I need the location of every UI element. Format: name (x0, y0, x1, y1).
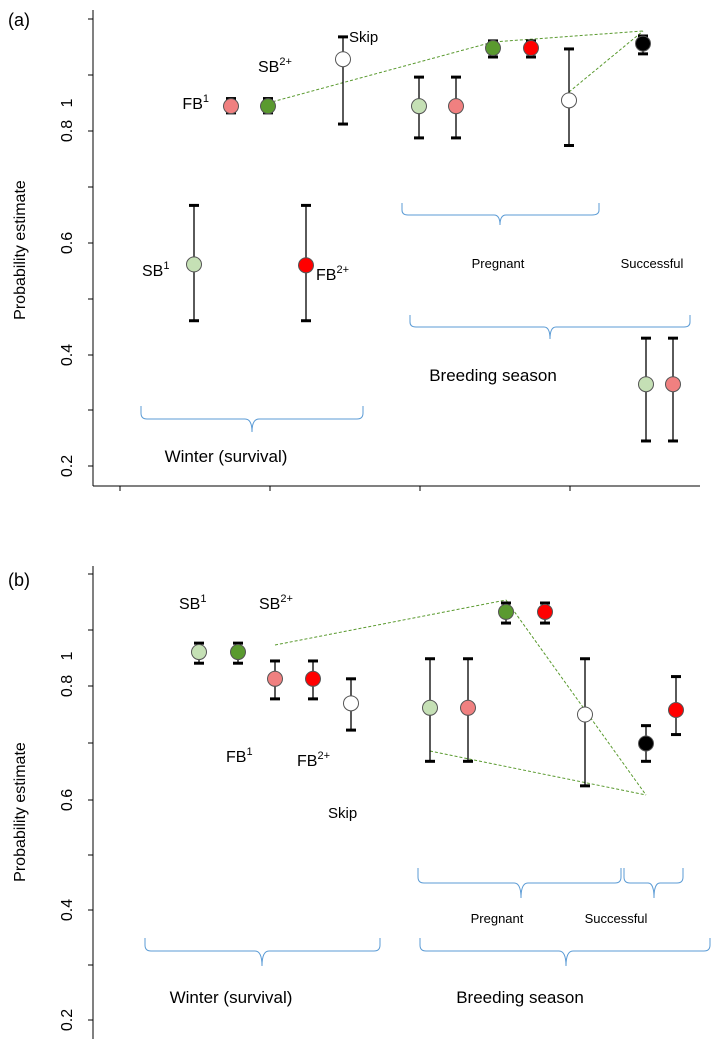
panel-a-point-marker (335, 51, 351, 68)
panel-b-label: (b) (8, 570, 30, 590)
panel-b-data-point (343, 677, 359, 732)
panel-b-connector (274, 599, 647, 796)
panel-b-marks (191, 601, 684, 788)
panel-a-label-fb2: FB2+ (316, 264, 349, 284)
panel-b-y-tick-label: 1 (59, 651, 76, 660)
panel-a-point-marker (485, 40, 501, 57)
panel-a-annotation-successful: Successful (621, 256, 684, 271)
panel-a: (a) 0.2 0.4 0.6 0.8 1 Probability estima… (8, 10, 700, 491)
panel-a-data-point (223, 97, 239, 115)
panel-b-point-marker (230, 644, 246, 661)
panel-a-y-axis-label: Probability estimate (12, 180, 29, 320)
panel-a-point-marker (448, 98, 464, 115)
panel-b-data-point (498, 601, 514, 625)
panel-b-label-fb1: FB1 (226, 746, 253, 766)
panel-a-label-skip: Skip (349, 29, 378, 46)
panel-b-data-point (191, 641, 207, 665)
panel-b-label-sb1: SB1 (179, 593, 206, 613)
panel-b-point-marker (498, 603, 514, 620)
panel-b-label-fb2: FB2+ (297, 750, 330, 770)
panel-a-y-tick-label: 0.2 (59, 455, 76, 477)
panel-b-y-axis-label: Probability estimate (12, 742, 29, 882)
panel-b-brace-breeding (419, 938, 711, 967)
panel-a-data-point (485, 39, 501, 59)
panel-a-label: (a) (8, 10, 30, 30)
panel-a-point-marker (411, 98, 427, 115)
panel-a-data-point (523, 39, 539, 59)
panel-a-brace-pregnant (401, 203, 600, 226)
panel-a-y-tick-label: 0.6 (59, 232, 76, 254)
panel-b-data-point (267, 659, 283, 701)
panel-a-data-point (260, 97, 276, 115)
panel-b-data-point (668, 675, 684, 737)
panel-b-point-marker (267, 670, 283, 687)
panel-a-data-point (665, 336, 681, 443)
panel-a-label-sb2: SB2+ (258, 56, 292, 76)
panel-a-annotation-winter: Winter (survival) (165, 447, 288, 466)
panel-b: (b) 0.2 0.4 0.6 0.8 1 Probability estima… (8, 566, 711, 1039)
panel-a-y-tick-label: 0.8 (59, 120, 76, 142)
panel-a-point-marker (638, 376, 654, 393)
panel-b-point-marker (191, 644, 207, 661)
panel-b-y-tick-label: 0.8 (59, 675, 76, 697)
panel-b-point-marker (343, 695, 359, 712)
panel-b-annotation-breeding: Breeding season (456, 988, 584, 1007)
panel-b-annotation-pregnant: Pregnant (471, 911, 524, 926)
panel-b-label-skip: Skip (328, 805, 357, 822)
panel-b-y-tick-label: 0.4 (59, 899, 76, 921)
panel-a-brace-breeding (409, 315, 691, 340)
panel-a-point-marker (223, 98, 239, 115)
panel-b-point-marker (638, 735, 654, 752)
panel-a-data-point (335, 35, 351, 126)
panel-b-data-point (460, 657, 476, 763)
panel-a-point-marker (635, 35, 651, 52)
panel-b-data-point (230, 641, 246, 665)
panel-b-point-marker (460, 699, 476, 716)
panel-b-point-marker (668, 702, 684, 719)
panel-a-point-marker (665, 376, 681, 393)
panel-a-brace-winter (140, 406, 364, 433)
panel-b-data-point (638, 724, 654, 763)
panel-b-y-tick-label: 0.6 (59, 789, 76, 811)
panel-b-label-sb2: SB2+ (259, 593, 293, 613)
panel-a-label-sb1: SB1 (142, 260, 169, 280)
panel-b-connector (429, 750, 647, 796)
panel-b-point-marker (422, 699, 438, 716)
panel-a-point-marker (561, 92, 577, 109)
panel-b-annotation-winter: Winter (survival) (170, 988, 293, 1007)
panel-a-point-marker (186, 256, 202, 273)
panel-b-data-point (422, 657, 438, 763)
panel-a-y-tick-label: 0.4 (59, 344, 76, 366)
panel-b-brace-pregnant (417, 868, 622, 899)
panel-a-point-marker (260, 98, 276, 115)
panel-b-point-marker (537, 603, 553, 620)
panel-b-y-tick-label: 0.2 (59, 1009, 76, 1031)
panel-a-label-fb1: FB1 (182, 93, 209, 113)
panel-b-brace-winter (144, 938, 381, 967)
panel-a-annotation-pregnant: Pregnant (472, 256, 525, 271)
panel-b-data-point (537, 601, 553, 625)
panel-a-marks (186, 34, 681, 443)
panel-a-data-point (411, 75, 427, 140)
panel-a-annotation-breeding: Breeding season (429, 366, 557, 385)
panel-a-data-point (298, 203, 314, 323)
panel-a-point-marker (523, 40, 539, 57)
panel-a-y-tick-label: 1 (59, 98, 76, 107)
panel-b-brace-successful (623, 868, 684, 899)
panel-a-data-point (561, 47, 577, 148)
panel-b-annotation-successful: Successful (585, 911, 648, 926)
panel-b-data-point (577, 657, 593, 788)
panel-a-data-point (635, 34, 651, 56)
panel-a-data-point (638, 336, 654, 443)
panel-a-connector (568, 30, 644, 93)
panel-b-point-marker (577, 706, 593, 723)
panel-b-point-marker (305, 670, 321, 687)
panel-a-data-point (448, 75, 464, 140)
panel-b-data-point (305, 659, 321, 701)
panel-a-data-point (186, 203, 202, 323)
panel-a-point-marker (298, 257, 314, 274)
